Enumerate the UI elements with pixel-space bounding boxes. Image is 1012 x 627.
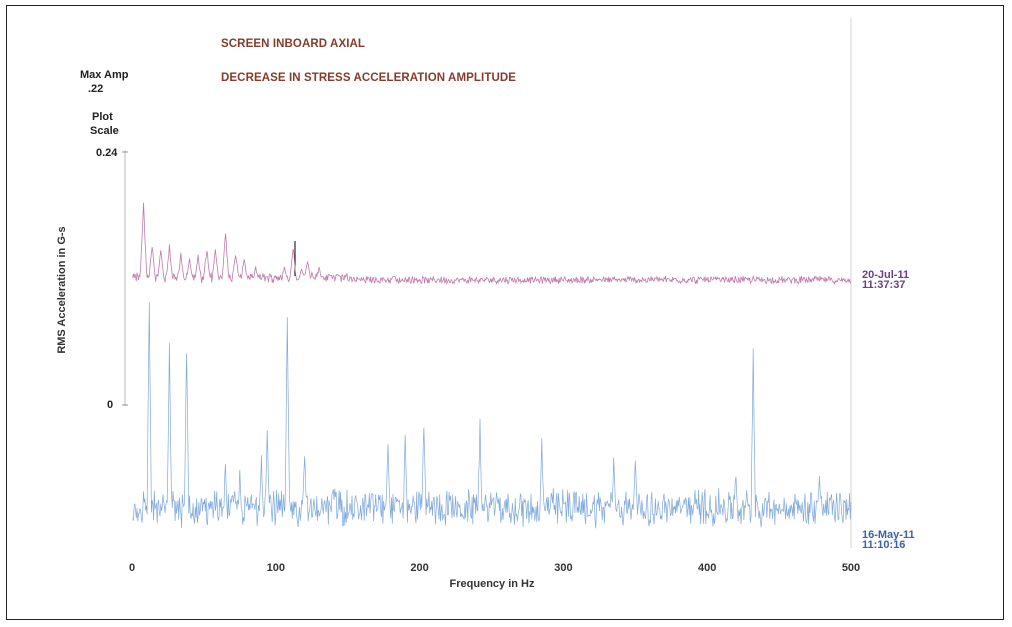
- series-1-time: 11:37:37: [862, 279, 906, 291]
- max-amp-value: .22: [88, 83, 104, 95]
- plot-traces: [132, 202, 852, 529]
- x-tick-label-4: 400: [698, 562, 716, 574]
- x-axis-label: Frequency in Hz: [449, 578, 535, 590]
- x-tick-label-3: 300: [554, 562, 572, 574]
- x-tick-label-2: 200: [410, 562, 428, 574]
- x-tick-labels: 0 100 200 300 400 500: [129, 562, 860, 574]
- series-1-timestamp: 20-Jul-11 11:37:37: [862, 269, 910, 291]
- chart-subtitle: DECREASE IN STRESS ACCELERATION AMPLITUD…: [221, 72, 517, 84]
- chart-frame: [6, 5, 1004, 620]
- x-tick-label-5: 500: [842, 562, 860, 574]
- y-tick-label-top: 0.24: [96, 147, 118, 159]
- series-1-date: 20-Jul-11: [862, 269, 910, 281]
- y-tick-label-zero: 0: [107, 399, 114, 411]
- plot-scale-label-1: Plot: [92, 111, 113, 123]
- series-2-trace: [132, 302, 852, 529]
- plot-axes: [122, 18, 852, 548]
- x-tick-label-1: 100: [267, 562, 285, 574]
- series-2-timestamp: 16-May-11 11:10:16: [862, 529, 915, 551]
- series-2-time: 11:10:16: [862, 539, 906, 551]
- chart-title: SCREEN INBOARD AXIAL: [221, 38, 366, 50]
- x-tick-label-0: 0: [129, 562, 135, 574]
- series-2-date: 16-May-11: [862, 529, 915, 541]
- plot-scale-label-2: Scale: [90, 125, 119, 137]
- series-1-trace: [132, 202, 852, 286]
- max-amp-label: Max Amp: [80, 69, 129, 81]
